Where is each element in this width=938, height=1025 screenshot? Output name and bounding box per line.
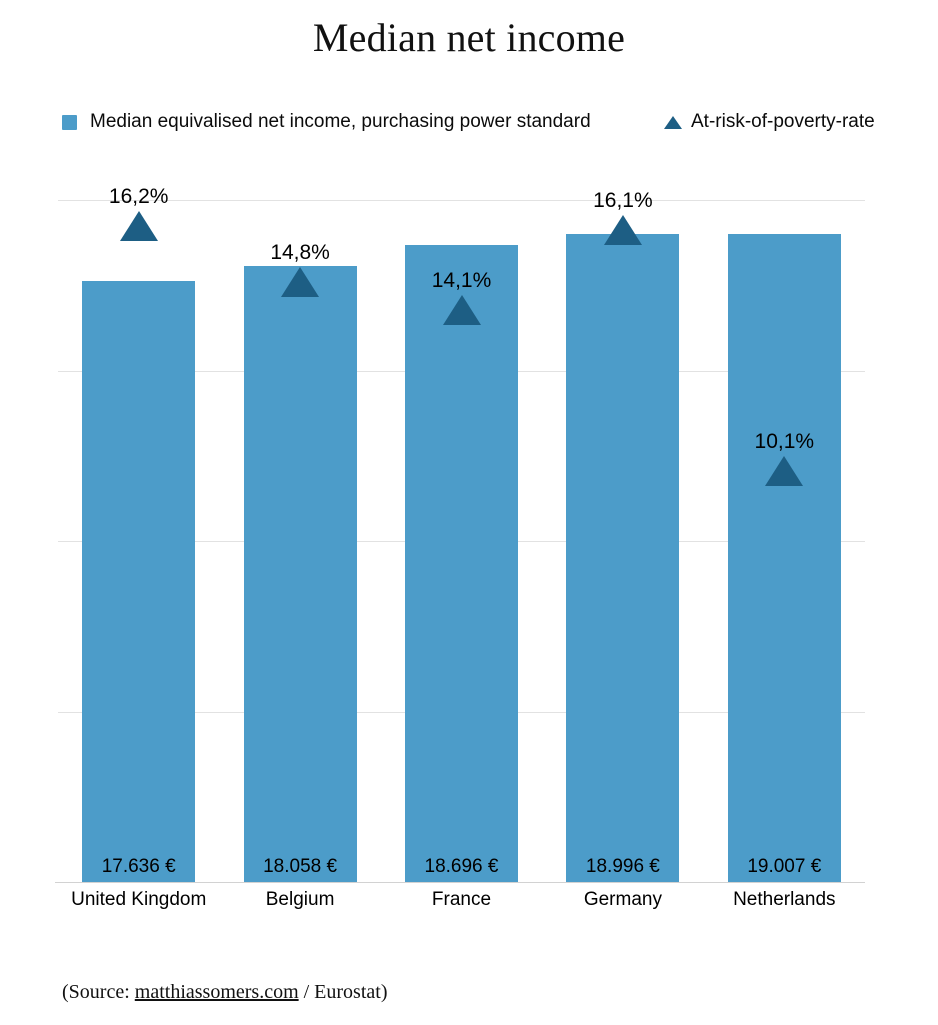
bar-series-swatch-icon <box>62 114 77 130</box>
bar-series-label: Median equivalised net income, purchasin… <box>90 111 591 132</box>
bar-belgium: 18.058 € <box>243 266 357 882</box>
bar-value-label-germany: 18.996 € <box>585 856 660 877</box>
plot-area: 17.636 € 16,2% United Kingdom 18.058 € 14,8%… <box>55 186 865 910</box>
bar-value-label-france: 18.696 € <box>424 856 499 877</box>
bar-netherlands: 19.007 € <box>727 233 841 882</box>
poverty-label-netherlands: 10,1% <box>754 429 815 453</box>
poverty-label-belgium: 14,8% <box>270 241 330 265</box>
poverty-label-united-kingdom: 16,2% <box>108 185 169 209</box>
bar-united-kingdom: 17.636 € <box>82 280 196 882</box>
poverty-marker-germany <box>603 215 642 246</box>
bar-value-label-united-kingdom: 17.636 € <box>101 856 176 877</box>
chart-title: Median net income <box>312 15 626 60</box>
poverty-marker-netherlands <box>765 455 804 486</box>
poverty-label-france: 14,1% <box>431 269 492 293</box>
legend: Median equivalised net income, purchasin… <box>0 109 938 137</box>
marker-series-triangle-icon <box>664 115 682 129</box>
bar-france: 18.696 € <box>405 244 518 882</box>
legend-item-poverty-rate: At-risk-of-poverty-rate <box>664 109 875 135</box>
poverty-marker-belgium <box>281 267 320 298</box>
source-suffix: / Eurostat) <box>298 981 388 1003</box>
source-note: (Source: matthiassomers.com / Eurostat) <box>62 981 388 1004</box>
category-label-belgium: Belgium <box>265 889 335 910</box>
category-label-united-kingdom: United Kingdom <box>71 889 207 910</box>
source-prefix: (Source: <box>62 981 135 1003</box>
poverty-marker-france <box>442 295 481 326</box>
bar-value-label-belgium: 18.058 € <box>263 856 338 877</box>
gridline <box>58 200 865 201</box>
x-axis-line <box>55 882 865 883</box>
bar-value-label-netherlands: 19.007 € <box>747 856 822 877</box>
category-label-germany: Germany <box>583 889 662 910</box>
poverty-label-germany: 16,1% <box>593 189 653 213</box>
poverty-marker-united-kingdom <box>119 211 158 242</box>
category-label-netherlands: Netherlands <box>733 889 836 910</box>
source-link[interactable]: matthiassomers.com <box>134 981 299 1003</box>
marker-series-label: At-risk-of-poverty-rate <box>691 111 875 132</box>
legend-item-income: Median equivalised net income, purchasin… <box>62 109 591 135</box>
category-label-france: France <box>431 889 492 910</box>
bar-germany: 18.996 € <box>566 234 680 882</box>
